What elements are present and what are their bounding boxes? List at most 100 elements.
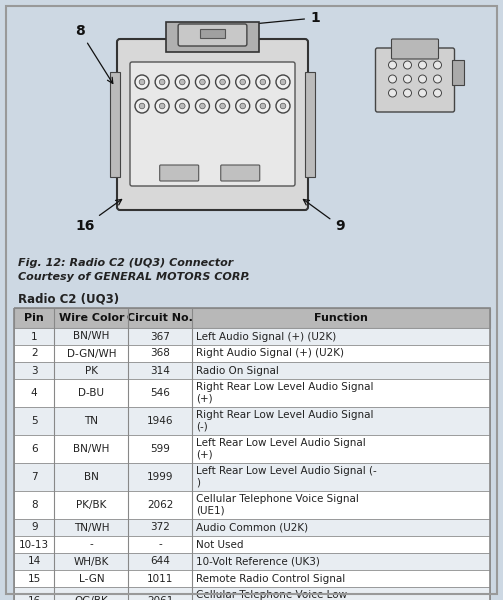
Text: -: - [158, 539, 162, 550]
FancyBboxPatch shape [159, 165, 199, 181]
Text: Right Audio Signal (+) (U2K): Right Audio Signal (+) (U2K) [197, 349, 345, 358]
Bar [14, 519, 490, 536]
Circle shape [388, 89, 396, 97]
Text: 8: 8 [75, 24, 113, 83]
Text: 1946: 1946 [147, 416, 174, 426]
Text: 2: 2 [31, 349, 38, 358]
Text: OG/BK: OG/BK [74, 596, 108, 600]
Circle shape [418, 75, 427, 83]
Circle shape [276, 99, 290, 113]
Circle shape [196, 99, 209, 113]
Text: 368: 368 [150, 349, 171, 358]
Text: TN/WH: TN/WH [73, 523, 109, 533]
Circle shape [139, 79, 145, 85]
Text: 367: 367 [150, 331, 171, 341]
Text: 546: 546 [150, 388, 171, 398]
Bar [110, 72, 120, 177]
Text: Left Rear Low Level Audio Signal (-
): Left Rear Low Level Audio Signal (- ) [197, 466, 377, 488]
Text: 3: 3 [31, 365, 38, 376]
Text: Function: Function [314, 313, 368, 323]
Circle shape [240, 103, 245, 109]
Text: 4: 4 [31, 388, 38, 398]
Bar [14, 463, 490, 491]
Circle shape [434, 61, 442, 69]
Bar [14, 308, 490, 600]
Circle shape [200, 103, 205, 109]
Bar [14, 328, 490, 345]
Circle shape [403, 61, 411, 69]
Text: 7: 7 [31, 472, 38, 482]
Text: Circuit No.: Circuit No. [127, 313, 193, 323]
Text: TN: TN [85, 416, 99, 426]
Text: PK: PK [85, 365, 98, 376]
Text: D-BU: D-BU [78, 388, 104, 398]
Text: 6: 6 [31, 444, 38, 454]
Bar [14, 536, 490, 553]
Circle shape [220, 103, 225, 109]
Text: 372: 372 [150, 523, 171, 533]
Text: Courtesy of GENERAL MOTORS CORP.: Courtesy of GENERAL MOTORS CORP. [18, 272, 250, 282]
Circle shape [388, 61, 396, 69]
Bar [453, 60, 464, 85]
Circle shape [403, 89, 411, 97]
Circle shape [216, 75, 229, 89]
FancyBboxPatch shape [391, 39, 439, 59]
Circle shape [280, 103, 286, 109]
Text: Right Rear Low Level Audio Signal
(-): Right Rear Low Level Audio Signal (-) [197, 410, 374, 432]
Text: L-GN: L-GN [78, 574, 104, 583]
Bar [14, 308, 490, 328]
Bar [14, 407, 490, 435]
Bar [200, 29, 225, 38]
Text: 14: 14 [28, 557, 41, 566]
Text: D-GN/WH: D-GN/WH [66, 349, 116, 358]
Text: Fig. 12: Radio C2 (UQ3) Connector: Fig. 12: Radio C2 (UQ3) Connector [18, 258, 233, 268]
Circle shape [280, 79, 286, 85]
Bar [305, 72, 315, 177]
Bar [14, 345, 490, 362]
FancyBboxPatch shape [221, 165, 260, 181]
Text: Cellular Telephone Voice Signal
(UE1): Cellular Telephone Voice Signal (UE1) [197, 494, 359, 516]
Text: Left Audio Signal (+) (U2K): Left Audio Signal (+) (U2K) [197, 331, 337, 341]
Circle shape [180, 79, 185, 85]
Circle shape [418, 89, 427, 97]
Text: 1011: 1011 [147, 574, 174, 583]
Text: 314: 314 [150, 365, 171, 376]
Bar [14, 553, 490, 570]
Circle shape [175, 75, 189, 89]
Circle shape [135, 99, 149, 113]
Text: Wire Color: Wire Color [59, 313, 124, 323]
Text: Pin: Pin [24, 313, 44, 323]
Circle shape [434, 75, 442, 83]
Text: 644: 644 [150, 557, 171, 566]
Text: 16: 16 [28, 596, 41, 600]
Circle shape [220, 79, 225, 85]
Circle shape [403, 75, 411, 83]
Bar [14, 491, 490, 519]
Text: BN/WH: BN/WH [73, 331, 110, 341]
Bar [166, 22, 259, 52]
Text: Radio C2 (UQ3): Radio C2 (UQ3) [18, 292, 119, 305]
Circle shape [236, 99, 249, 113]
Text: 16: 16 [75, 199, 122, 233]
Text: Remote Radio Control Signal: Remote Radio Control Signal [197, 574, 346, 583]
Circle shape [256, 99, 270, 113]
FancyBboxPatch shape [376, 48, 455, 112]
Text: 1999: 1999 [147, 472, 174, 482]
Text: Right Rear Low Level Audio Signal
(+): Right Rear Low Level Audio Signal (+) [197, 382, 374, 404]
Text: PK/BK: PK/BK [76, 500, 107, 510]
FancyBboxPatch shape [130, 62, 295, 186]
Circle shape [159, 79, 165, 85]
Text: Cellular Telephone Voice Low
Reference (UE1): Cellular Telephone Voice Low Reference (… [197, 590, 348, 600]
Circle shape [175, 99, 189, 113]
Bar [14, 435, 490, 463]
Text: 1: 1 [31, 331, 38, 341]
Text: 2061: 2061 [147, 596, 174, 600]
Text: 9: 9 [31, 523, 38, 533]
FancyBboxPatch shape [178, 24, 247, 46]
Bar [14, 570, 490, 587]
Text: 599: 599 [150, 444, 171, 454]
Text: Left Rear Low Level Audio Signal
(+): Left Rear Low Level Audio Signal (+) [197, 438, 366, 460]
Text: 2062: 2062 [147, 500, 174, 510]
Circle shape [200, 79, 205, 85]
Circle shape [260, 79, 266, 85]
